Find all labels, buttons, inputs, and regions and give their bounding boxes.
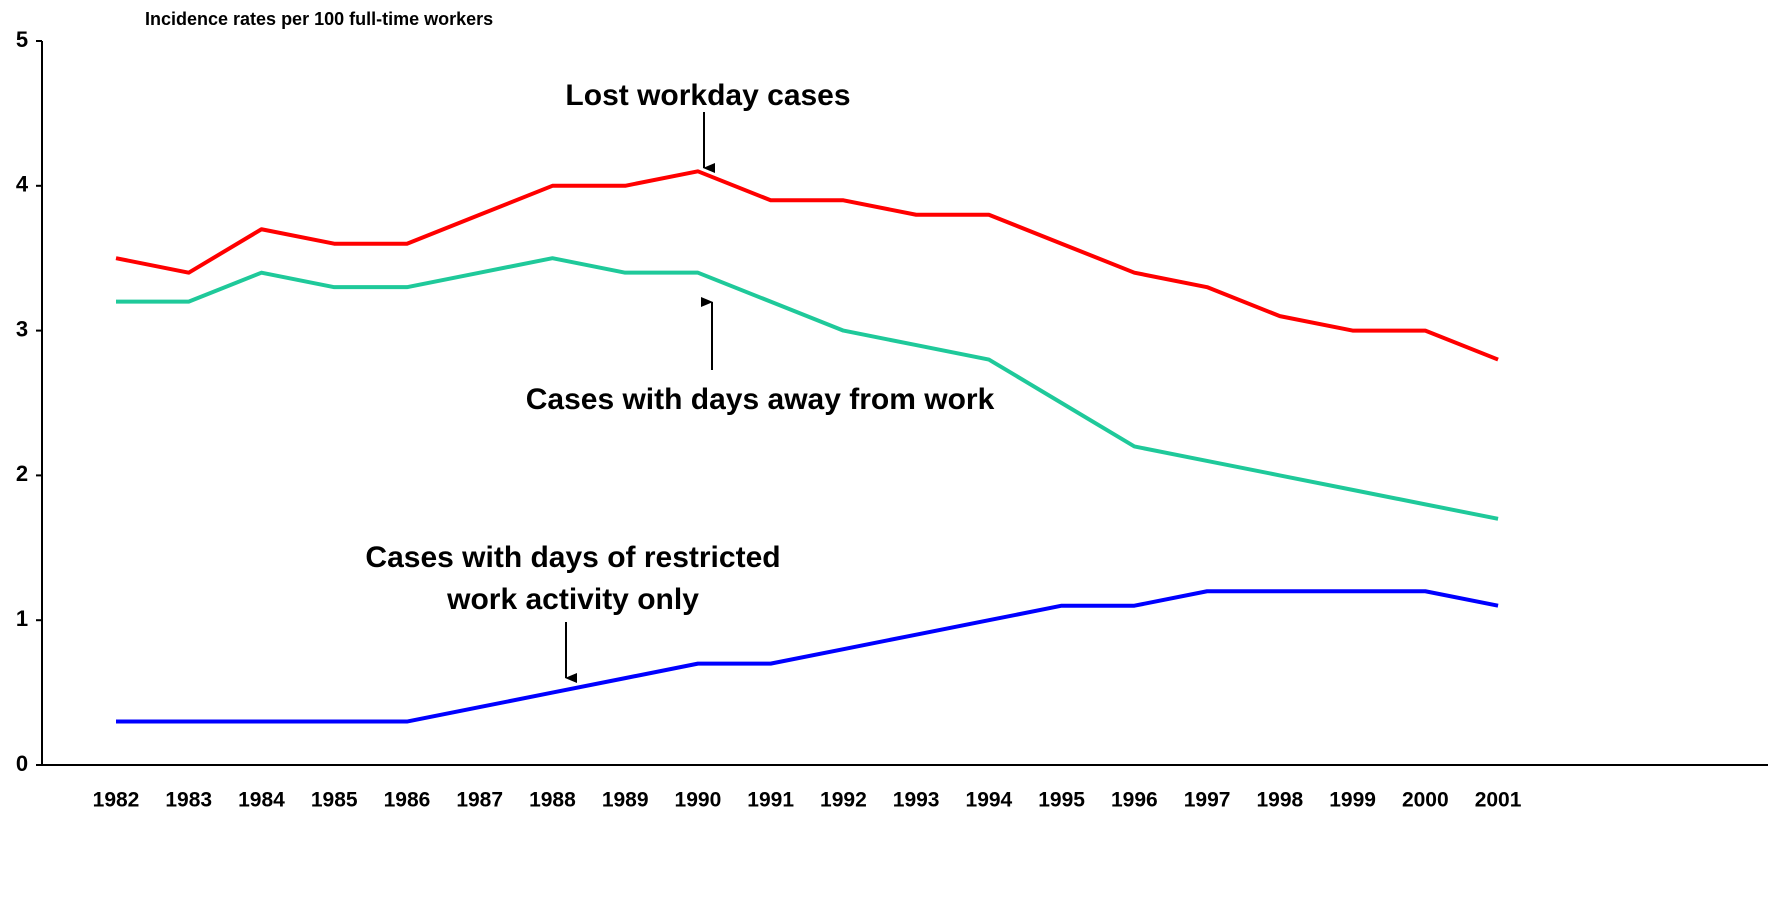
x-tick-label: 1994 [966, 789, 1013, 812]
x-tick-label: 1991 [747, 789, 794, 812]
x-tick-label: 1996 [1111, 789, 1158, 812]
x-tick-label: 1984 [238, 789, 285, 812]
x-tick-label: 1982 [93, 789, 140, 812]
y-tick-label: 4 [16, 172, 29, 197]
chart-title: Incidence rates per 100 full-time worker… [145, 9, 493, 29]
line [115, 169, 1499, 362]
annotation: Cases with days away from work [525, 383, 995, 416]
line [116, 589, 1499, 724]
x-tick-label: 2001 [1475, 789, 1522, 812]
x-tick-label: 1995 [1038, 789, 1085, 812]
x-tick-label: 1992 [820, 789, 867, 812]
y-tick-label: 3 [16, 316, 28, 341]
x-tick-label: 1985 [311, 789, 358, 812]
y-tick-label: 5 [16, 27, 28, 52]
x-tick-label: 1986 [384, 789, 431, 812]
y-tick-label: 2 [16, 461, 28, 486]
y-tick-label: 0 [16, 751, 28, 776]
x-tick-label: 1987 [456, 789, 503, 812]
x-tick-label: 1988 [529, 789, 576, 812]
x-tick-label: 1990 [675, 789, 722, 812]
annotation: Lost workday cases [565, 79, 851, 112]
annotation: Cases with days of restricted work activ… [365, 541, 781, 616]
line [116, 256, 1499, 521]
x-tick-label: 1983 [165, 789, 212, 812]
x-tick-label: 1989 [602, 789, 649, 812]
x-tick-label: 2000 [1402, 789, 1449, 812]
x-tick-label: 1993 [893, 789, 940, 812]
x-tick-label: 1997 [1184, 789, 1231, 812]
y-tick-label: 1 [16, 606, 28, 631]
x-tick-label: 1998 [1256, 789, 1303, 812]
x-tick-label: 1999 [1329, 789, 1376, 812]
